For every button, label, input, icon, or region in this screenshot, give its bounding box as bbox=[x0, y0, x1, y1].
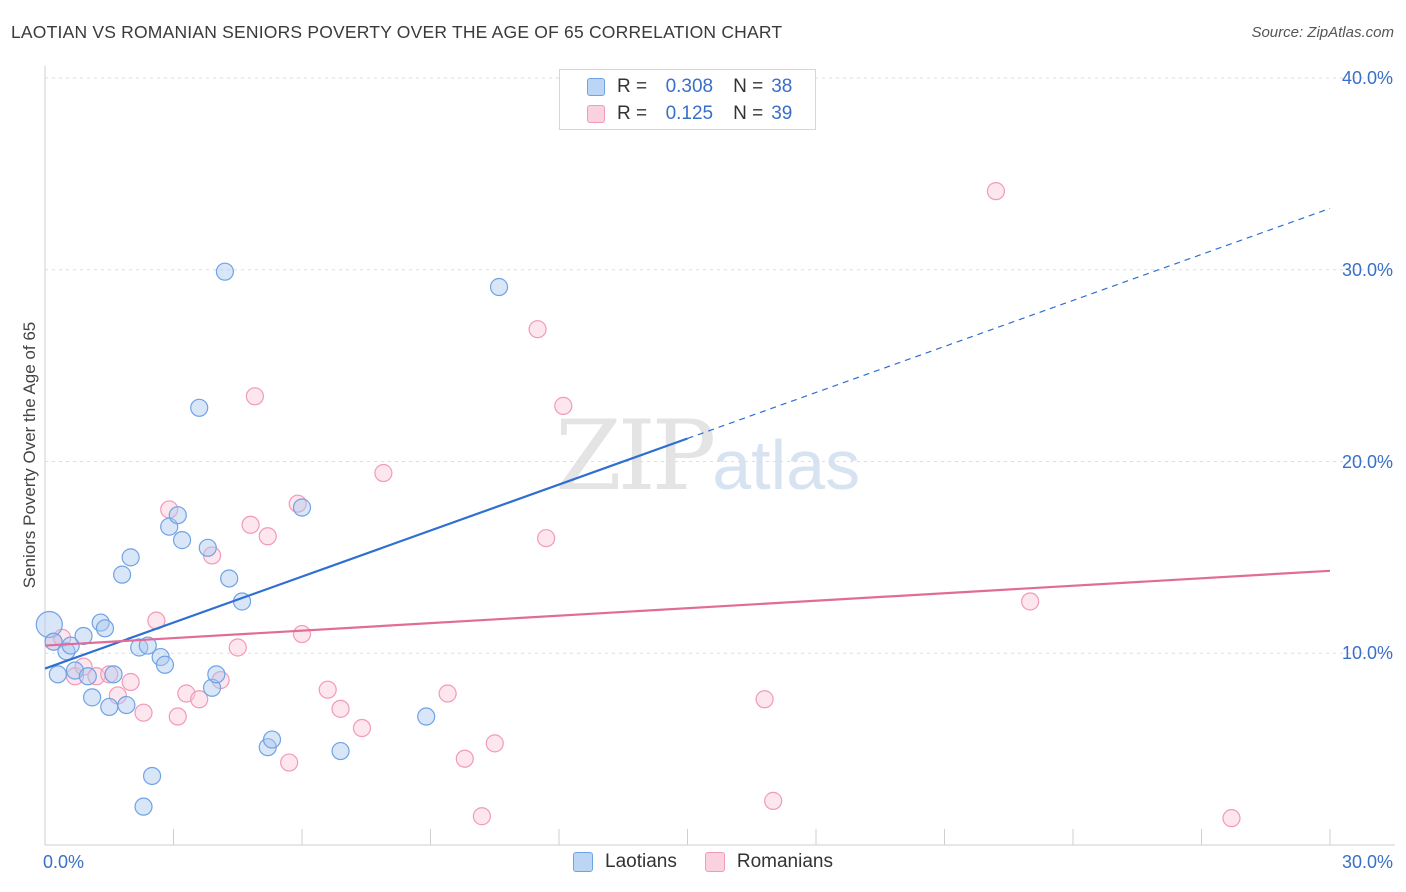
laotians-point bbox=[198, 538, 217, 557]
romanians-point bbox=[554, 396, 573, 415]
y-axis-title: Seniors Poverty Over the Age of 65 bbox=[20, 321, 39, 589]
chart-title: LAOTIAN VS ROMANIAN SENIORS POVERTY OVER… bbox=[11, 22, 783, 42]
laotians-point bbox=[155, 655, 175, 674]
romanians-point bbox=[190, 690, 209, 709]
legend-r-label: R = bbox=[617, 76, 648, 97]
romanians-point bbox=[292, 624, 312, 644]
romanians-points bbox=[44, 182, 1241, 828]
legend-r-label: R = bbox=[617, 103, 648, 124]
romanians-point bbox=[1222, 809, 1241, 828]
x-tick-label-min: 0.0% bbox=[43, 852, 85, 872]
watermark-atlas: atlas bbox=[712, 426, 861, 504]
romanians-legend-label: Romanians bbox=[736, 851, 833, 872]
legend-n-label: N = bbox=[733, 76, 764, 97]
grid-lines bbox=[45, 77, 1395, 654]
laotians-legend-swatch bbox=[573, 852, 594, 872]
source-label: Source: ZipAtlas.com bbox=[1251, 24, 1394, 41]
laotians-point bbox=[104, 665, 123, 684]
laotians-point bbox=[489, 277, 509, 297]
romanians-point bbox=[1021, 592, 1040, 611]
legend-n-value: 39 bbox=[771, 103, 793, 124]
y-tick-label: 10.0% bbox=[1341, 643, 1393, 664]
laotians-point bbox=[220, 569, 239, 588]
laotians-point bbox=[417, 707, 436, 726]
romanians-point bbox=[318, 680, 337, 699]
laotians-point bbox=[95, 619, 115, 638]
laotians-point bbox=[142, 766, 162, 786]
legend-item-laotians: Laotians bbox=[573, 851, 677, 873]
romanians-point bbox=[245, 387, 264, 406]
x-tick-label-max: 30.0% bbox=[1341, 852, 1393, 872]
laotians-trend-line bbox=[44, 437, 688, 670]
laotians-points bbox=[35, 262, 509, 816]
laotians-point bbox=[121, 548, 140, 567]
romanians-point bbox=[100, 665, 119, 684]
romanians-point bbox=[472, 807, 491, 826]
laotians-legend-label: Laotians bbox=[605, 851, 677, 872]
legend-r-value: 0.125 bbox=[665, 103, 714, 124]
laotians-point bbox=[262, 730, 282, 749]
romanians-point bbox=[986, 182, 1006, 201]
laotians-trend-extension bbox=[687, 207, 1331, 440]
romanians-trend-line bbox=[44, 569, 1331, 647]
romanians-point bbox=[134, 703, 153, 722]
romanians-point bbox=[258, 527, 277, 546]
watermark: ZIPatlas bbox=[555, 400, 860, 512]
laotians-point bbox=[207, 665, 226, 684]
romanians-legend-swatch bbox=[704, 852, 725, 872]
series-legend: Laotians Romanians bbox=[0, 851, 1406, 873]
laotians-point bbox=[78, 667, 97, 686]
legend-row-romanians: R = 0.125 N = 39 bbox=[587, 102, 792, 126]
laotians-point bbox=[134, 797, 153, 816]
romanians-point bbox=[528, 320, 547, 339]
laotians-point bbox=[215, 262, 234, 281]
romanians-point bbox=[241, 515, 260, 534]
romanians-point bbox=[537, 529, 556, 548]
legend-row-laotians: R = 0.308 N = 38 bbox=[587, 75, 792, 99]
laotians-point bbox=[292, 498, 312, 517]
romanians-point bbox=[121, 672, 140, 692]
laotians-point bbox=[74, 626, 93, 646]
legend-item-romanians: Romanians bbox=[704, 851, 833, 873]
laotians-point bbox=[35, 610, 63, 639]
romanians-point bbox=[764, 791, 783, 810]
romanians-point bbox=[228, 638, 247, 657]
romanians-point bbox=[74, 657, 93, 676]
y-tick-label: 40.0% bbox=[1341, 68, 1393, 88]
laotians-swatch bbox=[587, 78, 605, 96]
romanians-point bbox=[455, 749, 474, 768]
laotians-point bbox=[100, 697, 119, 717]
romanians-point bbox=[280, 753, 299, 772]
legend-r-value: 0.308 bbox=[665, 76, 714, 97]
y-tick-label: 20.0% bbox=[1341, 451, 1393, 472]
laotians-point bbox=[48, 665, 67, 684]
legend-n-value: 38 bbox=[771, 76, 793, 97]
y-tick-label: 30.0% bbox=[1341, 259, 1393, 280]
axes bbox=[44, 66, 1395, 846]
romanians-point bbox=[352, 718, 372, 738]
laotians-point bbox=[331, 741, 350, 761]
laotians-point bbox=[202, 678, 222, 697]
laotians-point bbox=[112, 565, 132, 584]
trend-lines bbox=[44, 207, 1331, 670]
laotians-point bbox=[168, 506, 187, 525]
romanians-point bbox=[374, 463, 393, 483]
romanians-swatch bbox=[587, 105, 605, 123]
romanians-point bbox=[755, 690, 774, 709]
legend-n-label: N = bbox=[733, 103, 764, 124]
laotians-point bbox=[117, 695, 136, 715]
stats-legend: R = 0.308 N = 38 R = 0.125 N = 39 bbox=[559, 69, 816, 130]
romanians-point bbox=[485, 734, 504, 753]
romanians-point bbox=[168, 707, 187, 726]
laotians-point bbox=[172, 531, 192, 550]
romanians-point bbox=[331, 699, 350, 718]
laotians-point bbox=[190, 398, 209, 417]
romanians-point bbox=[438, 684, 457, 703]
laotians-point bbox=[83, 688, 102, 707]
laotians-point bbox=[138, 636, 157, 655]
